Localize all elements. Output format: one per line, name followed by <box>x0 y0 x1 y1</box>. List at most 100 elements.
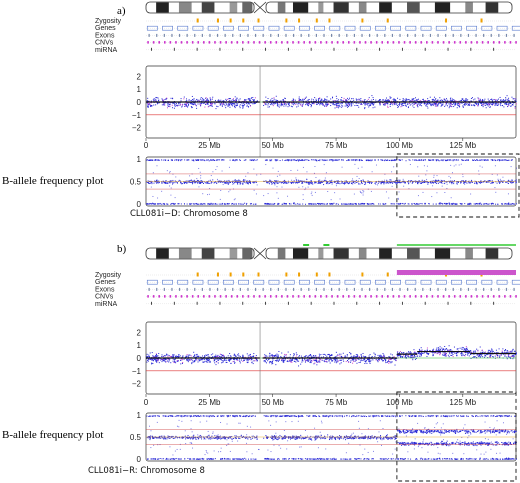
p1-logr-tick-label: 0 <box>137 354 142 363</box>
p1-exon-mark <box>422 287 424 291</box>
p1-logr-point <box>204 356 206 358</box>
p0-baf-point <box>322 159 324 161</box>
p0-logr-point <box>425 100 427 102</box>
p0-logr-point <box>445 98 447 100</box>
p0-baf-het-point <box>329 181 331 183</box>
p0-baf-noise-point <box>478 173 480 175</box>
p1-logr-point <box>481 355 483 357</box>
p0-baf-het-point <box>151 181 153 183</box>
p0-logr-point <box>289 105 291 107</box>
p0-baf-point <box>363 203 365 205</box>
p1-logr-point <box>329 356 331 358</box>
p0-baf-point <box>508 159 510 161</box>
p1-ideogram-band <box>465 248 473 259</box>
p0-logr-point <box>430 104 432 106</box>
p0-baf-point <box>211 159 213 161</box>
p0-logr-point <box>304 97 306 99</box>
p0-baf-het-point <box>214 181 216 183</box>
p0-cnv-mark <box>465 41 467 44</box>
p0-baf-point <box>265 203 267 205</box>
p0-baf-het-point <box>156 180 158 182</box>
p0-baf-point <box>305 159 307 161</box>
p0-logr-point <box>451 98 453 100</box>
p0-baf-point <box>264 202 266 204</box>
p0-baf-point <box>254 203 256 205</box>
p0-logr-point <box>478 104 480 106</box>
p0-logr-point <box>439 102 441 104</box>
p1-logr-point <box>340 359 342 361</box>
p0-logr-point <box>506 95 508 97</box>
p0-baf-noise-point <box>353 193 355 195</box>
p0-baf-point <box>249 159 251 161</box>
p0-baf-point <box>370 203 372 205</box>
p0-baf-het-point <box>380 181 382 183</box>
p0-baf-point <box>266 203 268 205</box>
p0-baf-point <box>484 159 486 161</box>
p1-logr-point <box>432 352 434 354</box>
p0-baf-het-point <box>239 183 241 185</box>
p0-logr-point <box>184 103 186 105</box>
p0-logr-point <box>236 105 238 107</box>
p0-baf-point <box>275 159 277 161</box>
p0-baf-het-point <box>435 181 437 183</box>
p0-baf-point <box>498 159 500 161</box>
p0-baf-point <box>312 203 314 205</box>
p1-exon-mark <box>277 287 279 291</box>
p1-mirna-mark <box>265 301 267 305</box>
p0-logr-point <box>284 100 286 102</box>
p0-baf-point <box>308 159 310 161</box>
p0-baf-het-point <box>515 179 517 181</box>
p0-baf-het-point <box>225 183 227 185</box>
p1-logr-point <box>383 355 385 357</box>
p1-exon-mark <box>331 287 333 291</box>
p0-baf-point <box>417 159 419 161</box>
p0-baf-het-point <box>174 182 176 184</box>
p1-zygosity-mark <box>361 272 364 277</box>
p0-baf-point <box>308 203 310 205</box>
p0-baf-point <box>498 160 500 162</box>
p1-logr-point <box>176 360 178 362</box>
p1-logr-point <box>464 349 466 351</box>
p0-baf-het-point <box>341 182 343 184</box>
p0-logr-point <box>482 103 484 105</box>
p0-cnv-mark <box>398 41 400 44</box>
p0-logr-point <box>198 100 200 102</box>
p0-baf-het-point <box>169 180 171 182</box>
p0-baf-point <box>475 203 477 205</box>
p0-logr-point <box>320 99 322 101</box>
p1-logr-point <box>388 361 390 363</box>
p0-logr-point <box>220 104 222 106</box>
p0-logr-point <box>455 103 457 105</box>
p0-logr-point <box>432 98 434 100</box>
p0-logr-point <box>393 102 395 104</box>
p1-logr-point <box>199 359 201 361</box>
p1-logr-point <box>161 354 163 356</box>
p0-baf-het-point <box>423 180 425 182</box>
p0-baf-point <box>500 159 502 161</box>
p0-logr-point <box>405 104 407 106</box>
p0-baf-point <box>386 159 388 161</box>
p0-baf-point <box>331 159 333 161</box>
p0-baf-het-point <box>435 182 437 184</box>
p0-baf-point <box>503 159 505 161</box>
p0-logr-point <box>475 102 477 104</box>
p1-logr-point <box>272 362 274 364</box>
p1-logr-point <box>220 354 222 356</box>
p1-cnv-mark <box>353 295 356 298</box>
p0-baf-het-point <box>161 182 163 184</box>
p0-logr-point <box>341 102 343 104</box>
p0-baf-het-point <box>228 181 230 183</box>
p0-baf-het-point <box>364 183 366 185</box>
p0-baf-point <box>152 202 154 204</box>
p0-logr-point <box>196 107 198 109</box>
p0-baf-point <box>222 159 224 161</box>
p1-cnv-mark <box>398 295 400 298</box>
p0-baf-point <box>232 159 234 161</box>
p0-baf-point <box>464 159 466 161</box>
p0-logr-point <box>210 102 212 104</box>
p1-logr-point <box>174 361 176 363</box>
p1-logr-point <box>335 358 337 360</box>
p0-baf-point <box>154 203 156 205</box>
p0-baf-point <box>270 160 272 162</box>
p1-logr-point <box>217 355 219 357</box>
